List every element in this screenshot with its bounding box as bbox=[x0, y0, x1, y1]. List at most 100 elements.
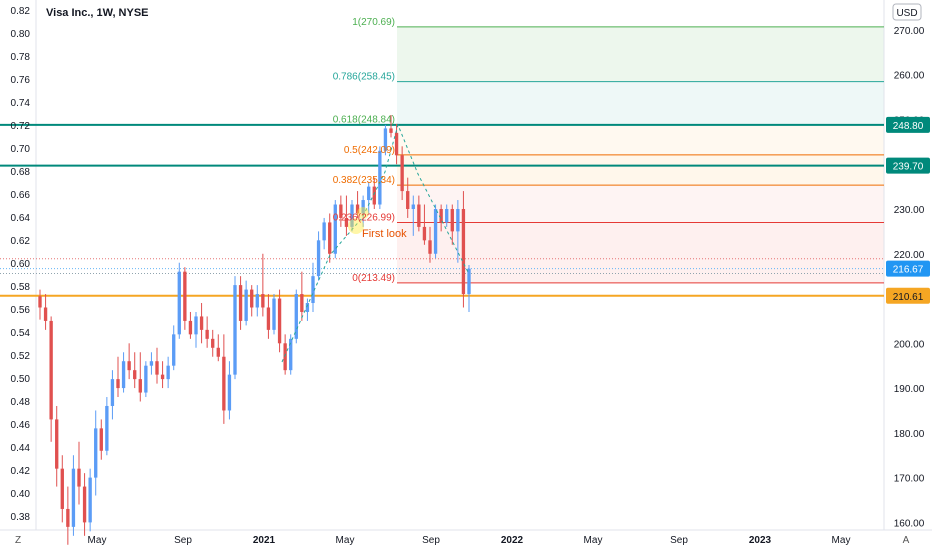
candle-body bbox=[428, 240, 432, 254]
time-axis-tick: May bbox=[336, 535, 355, 546]
candle-body bbox=[450, 208, 454, 232]
candle-body bbox=[389, 128, 393, 133]
candle-body bbox=[138, 379, 142, 393]
pattern-line bbox=[281, 123, 469, 363]
candle-body bbox=[166, 365, 170, 380]
left-axis-tick: 0.48 bbox=[11, 397, 31, 408]
candle-body bbox=[144, 365, 148, 393]
candle-body bbox=[244, 289, 248, 321]
left-axis-tick: 0.58 bbox=[11, 282, 31, 293]
candle-body bbox=[38, 296, 42, 308]
candle-body bbox=[222, 356, 226, 411]
candle-body bbox=[277, 298, 282, 344]
candle-body bbox=[194, 316, 198, 335]
candle-body bbox=[105, 405, 109, 451]
candle-body bbox=[417, 204, 421, 227]
time-axis-tick: Sep bbox=[174, 535, 192, 546]
candle-body bbox=[188, 320, 193, 335]
fib-zone bbox=[397, 124, 884, 155]
fib-label: 1(270.69) bbox=[352, 17, 395, 28]
time-axis-tick: May bbox=[584, 535, 603, 546]
horizontal-levels bbox=[0, 123, 884, 297]
candle-body bbox=[439, 208, 443, 223]
fib-zone bbox=[397, 81, 884, 125]
candle-body bbox=[127, 361, 131, 371]
right-axis-tick: 200.00 bbox=[894, 339, 925, 350]
candle-body bbox=[289, 338, 293, 371]
candle-body bbox=[322, 222, 326, 241]
candle-body bbox=[344, 217, 349, 227]
auto-scale-button[interactable]: A bbox=[903, 535, 910, 546]
candle-body bbox=[328, 222, 332, 254]
fibonacci-zones bbox=[397, 26, 884, 283]
left-axis-tick: 0.82 bbox=[11, 6, 31, 17]
candle-body bbox=[233, 285, 237, 375]
candle-body bbox=[378, 150, 382, 205]
left-axis-tick: 0.52 bbox=[11, 351, 31, 362]
candle-body bbox=[261, 294, 265, 308]
price-tag bbox=[886, 157, 930, 174]
fib-zone bbox=[397, 222, 884, 283]
left-axis-tick: 0.68 bbox=[11, 167, 31, 178]
candle-body bbox=[160, 374, 165, 380]
candle-body bbox=[227, 374, 232, 411]
currency-label: USD bbox=[896, 8, 917, 19]
candle-body bbox=[294, 294, 298, 339]
candle-body bbox=[406, 191, 410, 209]
candle-body bbox=[305, 303, 310, 312]
candle-body bbox=[355, 204, 360, 214]
candle-body bbox=[172, 334, 176, 366]
right-axis-tick: 220.00 bbox=[894, 250, 925, 261]
candle-body bbox=[199, 316, 204, 330]
candle-body bbox=[77, 468, 81, 487]
left-axis-tick: 0.76 bbox=[11, 75, 31, 86]
price-tag-label: 216.67 bbox=[893, 265, 924, 276]
right-axis-tick: 180.00 bbox=[894, 429, 925, 440]
price-tag bbox=[886, 116, 930, 133]
right-axis-tick: 260.00 bbox=[894, 71, 925, 82]
left-axis-tick: 0.62 bbox=[11, 236, 31, 247]
candle-body bbox=[394, 132, 399, 156]
price-tag bbox=[886, 260, 930, 277]
candle-body bbox=[155, 361, 159, 375]
time-axis-tick: Sep bbox=[422, 535, 440, 546]
candle-body bbox=[255, 294, 259, 308]
time-axis-tick: May bbox=[832, 535, 851, 546]
candle-body bbox=[456, 208, 460, 232]
left-axis-tick: 0.70 bbox=[11, 144, 31, 155]
currency-button[interactable] bbox=[892, 3, 922, 21]
candle-body bbox=[211, 338, 215, 348]
fib-label: 0.382(235.34) bbox=[333, 175, 395, 186]
candle-body bbox=[43, 307, 48, 321]
candle-body bbox=[216, 347, 220, 357]
candle-body bbox=[205, 329, 209, 339]
left-axis: 0.82 0.80 0.78 0.76 0.74 0.72 0.70 0.68 0.66 0.64… bbox=[11, 6, 31, 523]
candle-body bbox=[361, 200, 365, 214]
time-axis-tick: Sep bbox=[670, 535, 688, 546]
zoom-button[interactable]: Z bbox=[15, 535, 21, 546]
left-axis-tick: 0.60 bbox=[11, 259, 31, 270]
time-axis-tick: 2021 bbox=[253, 535, 276, 546]
time-axis: May Sep 2021 May Sep 2022 May Sep 2023 May bbox=[88, 535, 851, 546]
fibonacci-labels: 1(270.69) 0.786(258.45) 0.618(248.84) 0.5(2… bbox=[333, 17, 395, 284]
candle-body bbox=[149, 361, 154, 366]
candle-body bbox=[71, 468, 76, 527]
candle-body bbox=[433, 208, 438, 254]
time-axis-tick: 2022 bbox=[501, 535, 524, 546]
fib-label: 0.618(248.84) bbox=[333, 115, 395, 126]
price-tag-label: 248.80 bbox=[893, 121, 924, 132]
first-look-annotation: First look bbox=[362, 228, 407, 240]
right-axis-tick: 160.00 bbox=[894, 518, 925, 529]
candle-body bbox=[82, 486, 87, 523]
price-tag-label: 239.70 bbox=[893, 162, 924, 173]
time-axis-tick: 2023 bbox=[749, 535, 772, 546]
left-axis-tick: 0.64 bbox=[11, 213, 31, 224]
chart-title: Visa Inc., 1W, NYSE bbox=[46, 7, 149, 19]
left-axis-tick: 0.46 bbox=[11, 420, 31, 431]
candle-body bbox=[461, 208, 466, 295]
candle-body bbox=[116, 379, 120, 389]
fib-zone bbox=[397, 154, 884, 186]
right-axis-tick: 170.00 bbox=[894, 474, 925, 485]
candle-body bbox=[266, 307, 271, 330]
